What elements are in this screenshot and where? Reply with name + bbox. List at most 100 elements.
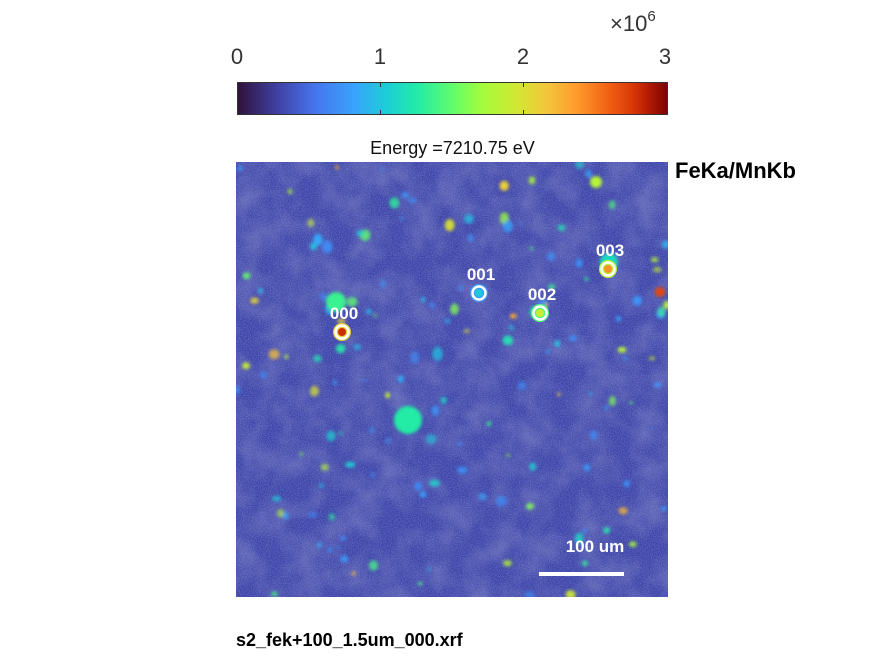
hotspot xyxy=(565,590,576,597)
hotspot xyxy=(608,396,616,406)
colorbar-tick-label: 1 xyxy=(373,44,387,69)
hotspot xyxy=(380,166,385,172)
hotspot xyxy=(408,197,417,204)
hotspot xyxy=(519,221,523,225)
hotspot xyxy=(319,292,328,301)
hotspot xyxy=(417,582,423,585)
hotspot xyxy=(615,315,622,322)
hotspot xyxy=(356,230,364,237)
hotspot xyxy=(283,512,289,520)
hotspot xyxy=(333,379,337,385)
plot-title: Energy =7210.75 eV xyxy=(370,138,535,158)
hotspot xyxy=(389,197,400,209)
hotspot xyxy=(581,529,588,534)
hotspot xyxy=(432,346,443,361)
hotspot xyxy=(444,318,451,324)
hotspot xyxy=(509,313,517,319)
hotspot xyxy=(547,252,555,262)
hotspot xyxy=(604,405,609,411)
element-label: FeKa/MnKb xyxy=(675,158,796,183)
hotspot xyxy=(632,295,643,306)
hotspot xyxy=(419,491,427,498)
hotspot xyxy=(369,560,378,571)
hotspot xyxy=(506,453,511,457)
hotspot xyxy=(467,233,474,243)
colorbar-multiplier-base: ×10 xyxy=(610,11,648,36)
hotspot xyxy=(524,590,536,597)
hotspot xyxy=(414,481,423,491)
hotspot xyxy=(322,240,333,254)
hotspot xyxy=(242,272,251,280)
hotspot xyxy=(650,256,659,263)
hotspot xyxy=(655,287,665,297)
scale-bar-label: 100 um xyxy=(566,537,625,556)
hotspot xyxy=(569,335,578,342)
hotspot xyxy=(590,176,602,188)
hotspot xyxy=(582,560,588,566)
hotspot xyxy=(362,379,366,382)
hotspot xyxy=(268,349,280,360)
hotspot xyxy=(431,405,440,416)
hotspot xyxy=(272,495,282,502)
colorbar-tick-label: 2 xyxy=(516,44,530,69)
hotspot xyxy=(351,572,356,575)
hotspot xyxy=(588,392,593,396)
marker-label: 003 xyxy=(596,241,624,260)
hotspot xyxy=(457,442,463,446)
hotspot xyxy=(401,192,410,199)
hotspot xyxy=(313,355,322,363)
scale-bar: 100 um xyxy=(539,537,624,576)
hotspot xyxy=(340,535,346,541)
hotspot xyxy=(326,430,336,442)
hotspot xyxy=(648,356,656,361)
hotspot xyxy=(307,218,315,228)
hotspot xyxy=(373,313,377,318)
marker-ring xyxy=(532,305,548,321)
hotspot xyxy=(427,567,432,571)
hotspot xyxy=(629,541,637,547)
hotspot xyxy=(426,434,437,445)
hotspot xyxy=(316,542,322,548)
hotspot xyxy=(318,483,325,488)
hotspot xyxy=(529,246,534,251)
hotspot xyxy=(503,220,513,233)
hotspot xyxy=(337,318,346,324)
colorbar-multiplier-exponent: 6 xyxy=(647,8,656,25)
colorbar-multiplier: ×106 xyxy=(610,8,656,37)
hotspot xyxy=(429,302,435,309)
hotspot xyxy=(618,507,628,515)
hotspot xyxy=(495,495,507,507)
hotspot xyxy=(458,284,463,292)
hotspot xyxy=(608,200,616,210)
hotspot xyxy=(237,165,243,171)
hotspot xyxy=(366,308,372,315)
colorbar-tick-label: 0 xyxy=(230,44,244,69)
hotspot xyxy=(299,452,303,456)
hotspot xyxy=(444,219,455,232)
colorbar xyxy=(237,82,668,115)
hotspot xyxy=(308,511,318,518)
marker-label: 002 xyxy=(528,285,556,304)
hotspot xyxy=(259,371,267,379)
hotspot xyxy=(583,463,591,472)
hotspot xyxy=(328,513,336,521)
scale-bar-line xyxy=(539,572,624,576)
hotspot xyxy=(554,340,561,348)
hotspot xyxy=(603,527,611,534)
hotspot xyxy=(585,169,592,178)
hotspot xyxy=(340,555,349,563)
map-markers: 000 001 002 003 xyxy=(330,241,624,341)
hotspot xyxy=(584,277,589,281)
hotspot xyxy=(652,266,662,273)
hotspot xyxy=(242,362,250,370)
hotspot xyxy=(277,508,285,518)
hotspot xyxy=(478,493,487,501)
hotspot xyxy=(320,463,329,471)
hotspot xyxy=(258,287,263,294)
colorbar-tick-mark xyxy=(523,82,524,87)
hotspot xyxy=(529,462,537,471)
hotspot xyxy=(309,242,318,251)
hotspot xyxy=(369,427,374,434)
hotspot xyxy=(657,306,666,317)
hotspot xyxy=(336,545,341,549)
